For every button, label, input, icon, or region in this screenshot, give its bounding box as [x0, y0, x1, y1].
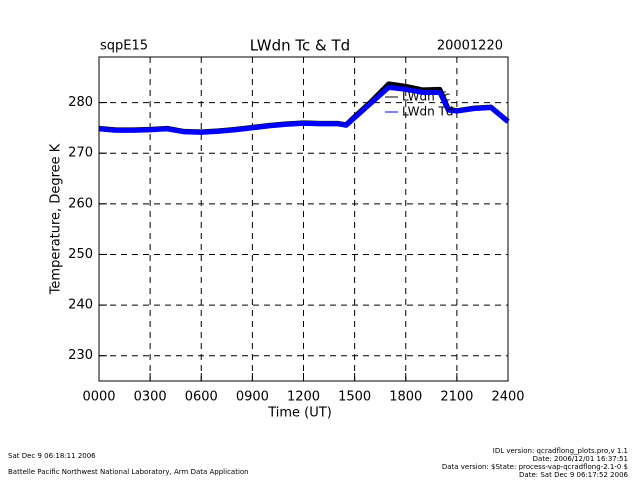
footer-text: Data version: $State: process-vap-qcradf… — [442, 463, 628, 471]
footer-text: Date: 2006/12/01 16:37:51 — [533, 455, 628, 463]
x-tick-label: 1800 — [389, 390, 422, 405]
legend-label: LWdn Td — [402, 105, 453, 119]
plot-frame — [98, 56, 509, 382]
x-tick-label: 0600 — [185, 390, 218, 405]
x-tick-label: 0300 — [134, 390, 167, 405]
footer-text: Battelle Pacific Northwest National Labo… — [8, 468, 249, 476]
date-label: 20001220 — [437, 39, 503, 54]
y-tick-label: 250 — [68, 247, 93, 262]
series-line — [98, 84, 510, 135]
x-tick-label: 1500 — [338, 390, 371, 405]
footer-text: Date: Sat Dec 9 06:17:52 2006 — [519, 471, 628, 479]
x-tick-label: 2400 — [491, 390, 524, 405]
y-tick-label: 280 — [68, 95, 93, 110]
chart-title: LWdn Tc & Td — [250, 37, 350, 55]
y-tick-label: 260 — [68, 196, 93, 211]
x-axis-label: Time (UT) — [267, 406, 332, 421]
x-tick-label: 0000 — [82, 390, 115, 405]
y-axis-label: Temperature, Degree K — [49, 143, 64, 295]
footer-text: IDL version: qcradflong_plots.pro,v 1.1 — [493, 447, 628, 455]
y-tick-label: 270 — [68, 146, 93, 161]
x-tick-label: 0900 — [236, 390, 269, 405]
y-tick-label: 230 — [68, 348, 93, 363]
footer-text: Sat Dec 9 06:18:11 2006 — [8, 452, 96, 460]
y-tick-label: 240 — [68, 298, 93, 313]
station-label: sqpE15 — [100, 39, 148, 54]
x-tick-label: 1200 — [287, 390, 320, 405]
x-tick-label: 2100 — [440, 390, 473, 405]
